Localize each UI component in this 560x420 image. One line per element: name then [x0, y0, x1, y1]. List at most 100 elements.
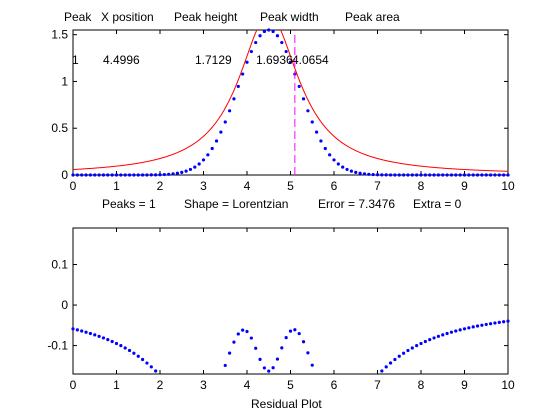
data-point	[345, 167, 349, 172]
data-point	[267, 28, 271, 32]
top-xtick-label: 8	[418, 179, 425, 193]
residual-point	[310, 363, 314, 367]
data-point	[341, 165, 345, 169]
data-point	[106, 173, 110, 177]
residual-point	[80, 329, 84, 333]
residual-point	[410, 346, 414, 350]
residual-point	[493, 321, 497, 325]
data-point	[184, 169, 188, 173]
data-point	[480, 173, 484, 177]
residual-point	[388, 361, 393, 365]
residual-point	[506, 319, 510, 323]
data-point	[406, 173, 410, 177]
data-point	[171, 172, 175, 176]
status-peaks: Peaks = 1	[102, 197, 156, 211]
residual-point	[149, 365, 153, 369]
residual-point	[415, 344, 419, 348]
data-point	[175, 171, 179, 175]
data-point	[388, 173, 393, 177]
data-point	[458, 173, 462, 177]
data-point	[127, 173, 132, 177]
residual-xtick-label: 4	[244, 378, 251, 392]
residual-point	[441, 333, 445, 337]
residual-plot: 0 1 2 3 4 5 6 7 8 9 10 -0.1 0 0.1	[47, 227, 515, 392]
residual-point	[380, 369, 384, 373]
table-cell-peak-area: 4.0654	[292, 53, 329, 67]
data-point	[310, 120, 314, 124]
table-cell-x-position: 4.4996	[103, 53, 140, 67]
data-point	[319, 139, 323, 143]
residual-point	[254, 346, 258, 350]
status-extra: Extra = 0	[413, 197, 462, 211]
data-point	[297, 84, 301, 89]
data-point	[262, 29, 266, 34]
data-point	[80, 173, 84, 177]
residual-point	[458, 328, 462, 332]
residual-point	[132, 351, 136, 355]
data-point	[245, 60, 249, 64]
data-point	[336, 162, 340, 166]
data-point	[123, 173, 127, 177]
residual-point	[454, 329, 458, 333]
data-point	[201, 158, 206, 162]
table-cell-peak-width: 1.6936	[256, 53, 293, 67]
data-point	[467, 173, 471, 177]
residual-point	[475, 324, 480, 328]
residual-point	[93, 333, 97, 337]
data-point	[188, 167, 193, 172]
residual-point	[449, 330, 454, 334]
data-point	[193, 165, 197, 169]
data-point	[471, 173, 475, 177]
data-point	[393, 173, 397, 177]
data-point	[489, 173, 493, 177]
residual-point	[432, 336, 436, 340]
residual-point	[245, 329, 249, 334]
data-point	[162, 172, 166, 177]
table-header-peak-height: Peak height	[174, 10, 238, 24]
data-point	[323, 146, 327, 151]
top-xtick-label: 2	[157, 179, 164, 193]
top-xtick-label: 9	[461, 179, 468, 193]
data-point	[154, 173, 158, 177]
residual-axes-box	[72, 227, 509, 375]
residual-point	[136, 354, 140, 358]
data-point	[101, 173, 106, 177]
data-point	[493, 173, 497, 177]
top-ytick-label: 1	[61, 74, 68, 88]
data-point	[454, 173, 458, 177]
residual-point	[110, 339, 114, 344]
data-point	[306, 109, 310, 113]
residual-point	[106, 338, 110, 342]
residual-point	[71, 327, 75, 331]
top-xtick-label: 4	[244, 179, 251, 193]
residual-point	[297, 331, 301, 336]
data-point	[423, 173, 427, 177]
data-point	[119, 173, 123, 177]
data-point	[449, 173, 454, 177]
residual-point	[127, 348, 132, 353]
status-error: Error = 7.3476	[318, 197, 396, 211]
data-point	[232, 97, 236, 101]
residual-point	[306, 351, 310, 355]
residual-point	[228, 351, 232, 355]
fit-line	[73, 30, 508, 172]
data-point	[97, 173, 101, 177]
data-point	[410, 173, 414, 177]
data-point	[367, 172, 371, 176]
residual-xtick-label: 0	[70, 378, 77, 392]
data-point	[428, 173, 432, 177]
data-point	[328, 153, 332, 157]
data-point	[441, 173, 445, 177]
table-header-peak-area: Peak area	[345, 10, 400, 24]
residual-point	[236, 332, 240, 336]
data-point	[75, 173, 79, 177]
residual-ytick-label: 0	[61, 298, 68, 312]
data-point	[141, 173, 145, 177]
data-point	[384, 173, 388, 177]
data-point	[132, 173, 136, 177]
data-point	[284, 49, 288, 54]
data-point	[275, 34, 280, 38]
residual-ytick-label: 0.1	[51, 258, 68, 272]
residual-point	[271, 366, 275, 370]
